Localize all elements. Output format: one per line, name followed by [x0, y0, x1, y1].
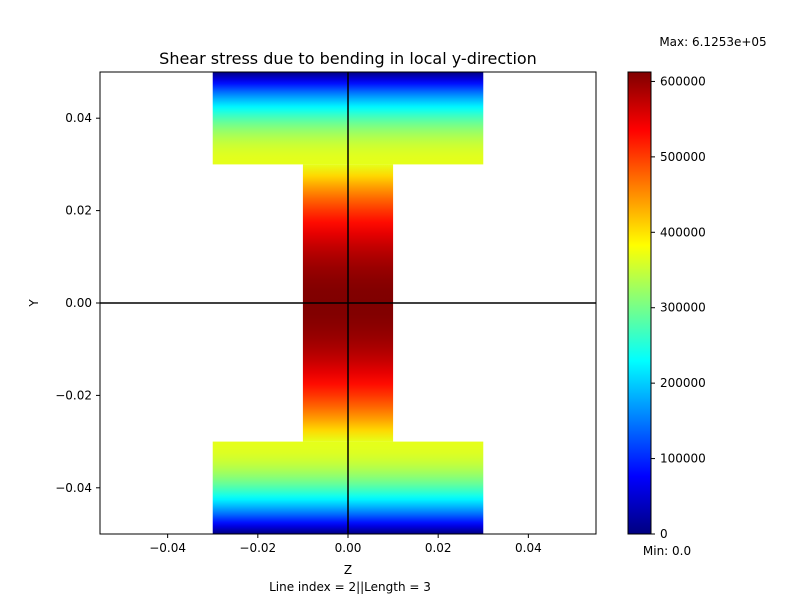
colorbar-ticks: 0 100000 200000 300000 400000 500000 600000	[651, 74, 706, 541]
x-tick-label: −0.02	[239, 541, 276, 555]
colorbar-tick-label: 300000	[660, 301, 706, 315]
y-tick-label: −0.02	[55, 388, 92, 402]
colorbar-gradient	[628, 72, 651, 534]
y-tick-label: 0.00	[65, 296, 92, 310]
x-tick-label: −0.04	[149, 541, 186, 555]
colorbar-tick-label: 400000	[660, 225, 706, 239]
y-tick-label: 0.04	[65, 111, 92, 125]
y-tick-label: −0.04	[55, 481, 92, 495]
x-tick-label: 0.02	[425, 541, 452, 555]
x-tick-label: 0.04	[515, 541, 542, 555]
chart-title: Shear stress due to bending in local y-d…	[159, 49, 537, 68]
colorbar-min-label: Min: 0.0	[643, 544, 691, 558]
y-axis-label: Y	[27, 299, 41, 308]
colorbar-max-label: Max: 6.1253e+05	[659, 35, 766, 49]
colorbar-tick-label: 600000	[660, 74, 706, 88]
colorbar-tick-label: 0	[660, 527, 668, 541]
plot-area	[100, 72, 596, 534]
colorbar-frame	[627, 71, 652, 535]
colorbar-tick-label: 100000	[660, 452, 706, 466]
y-tick-label: 0.02	[65, 204, 92, 218]
x-tick-label: 0.00	[335, 541, 362, 555]
chart-caption: Line index = 2||Length = 3	[269, 580, 431, 594]
colorbar	[627, 71, 652, 535]
x-axis-label: Z	[344, 563, 352, 577]
y-axis-ticks: −0.04 −0.02 0.00 0.02 0.04	[55, 111, 100, 495]
x-axis-ticks: −0.04 −0.02 0.00 0.02 0.04	[149, 534, 542, 555]
colorbar-tick-label: 500000	[660, 150, 706, 164]
colorbar-tick-label: 200000	[660, 376, 706, 390]
